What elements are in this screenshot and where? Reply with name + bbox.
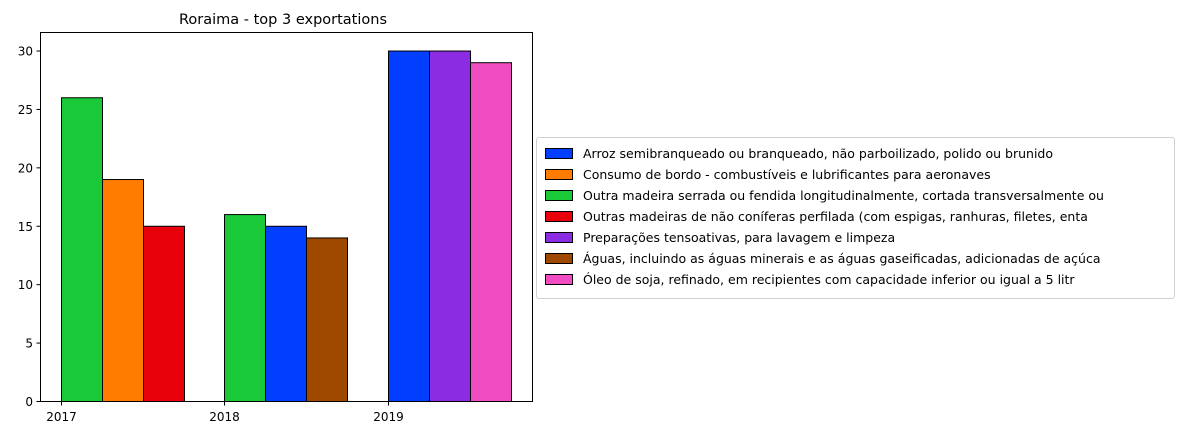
bar-2019-3 (470, 62, 512, 402)
legend-swatch (545, 148, 573, 159)
legend-label: Águas, incluindo as águas minerais e as … (583, 251, 1101, 266)
x-tick-label: 2018 (209, 410, 240, 424)
legend-swatch (545, 211, 573, 222)
bar-2018-1 (224, 214, 266, 402)
legend-item: Outra madeira serrada ou fendida longitu… (545, 185, 1174, 206)
legend-item: Preparações tensoativas, para lavagem e … (545, 227, 1174, 248)
legend-label: Outra madeira serrada ou fendida longitu… (583, 188, 1104, 203)
x-tick-label: 2019 (373, 410, 404, 424)
bar-2018-2 (265, 225, 307, 402)
bar-2017-1 (61, 97, 103, 402)
y-tick-label: 25 (18, 103, 33, 117)
y-tick-label: 5 (25, 337, 33, 351)
chart-legend: Arroz semibranqueado ou branqueado, não … (536, 137, 1175, 299)
x-tick-label: 2017 (46, 410, 77, 424)
y-tick-label: 15 (18, 220, 33, 234)
legend-label: Consumo de bordo - combustíveis e lubrif… (583, 167, 991, 182)
legend-swatch (545, 169, 573, 180)
legend-label: Arroz semibranqueado ou branqueado, não … (583, 146, 1054, 161)
legend-swatch (545, 274, 573, 285)
bar-2017-3 (143, 225, 185, 402)
legend-item: Consumo de bordo - combustíveis e lubrif… (545, 164, 1174, 185)
legend-label: Óleo de soja, refinado, em recipientes c… (583, 272, 1075, 287)
bar-2017-2 (102, 179, 144, 402)
plot-frame (40, 32, 533, 402)
bar-2018-3 (306, 237, 348, 402)
y-tick-label: 0 (25, 395, 33, 409)
legend-swatch (545, 190, 573, 201)
chart-title: Roraima - top 3 exportations (179, 12, 387, 28)
bar-2019-1 (388, 50, 430, 403)
bar-2019-2 (429, 50, 471, 403)
legend-swatch (545, 253, 573, 264)
y-tick-label: 30 (18, 45, 33, 59)
legend-item: Óleo de soja, refinado, em recipientes c… (545, 269, 1174, 290)
legend-item: Outras madeiras de não coníferas perfila… (545, 206, 1174, 227)
legend-item: Arroz semibranqueado ou branqueado, não … (545, 143, 1174, 164)
legend-label: Outras madeiras de não coníferas perfila… (583, 209, 1088, 224)
y-tick-label: 10 (18, 278, 33, 292)
legend-swatch (545, 232, 573, 243)
y-tick-label: 20 (18, 161, 33, 175)
legend-label: Preparações tensoativas, para lavagem e … (583, 230, 896, 245)
legend-item: Águas, incluindo as águas minerais e as … (545, 248, 1174, 269)
